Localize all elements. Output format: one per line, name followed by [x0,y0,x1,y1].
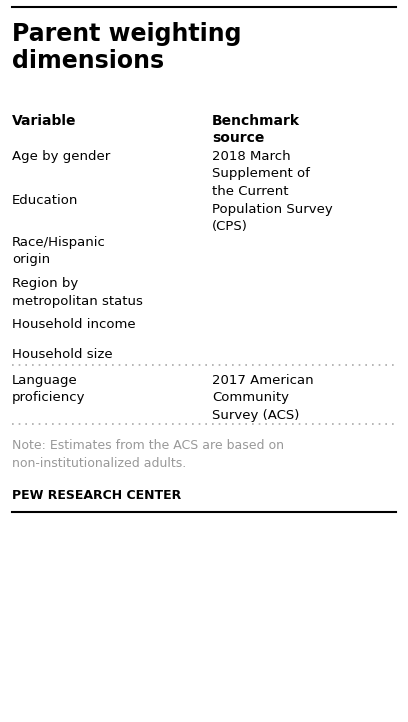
Text: PEW RESEARCH CENTER: PEW RESEARCH CENTER [12,489,182,502]
Text: Parent weighting
dimensions: Parent weighting dimensions [12,22,242,73]
Text: 2017 American
Community
Survey (ACS): 2017 American Community Survey (ACS) [212,374,314,422]
Text: 2018 March
Supplement of
the Current
Population Survey
(CPS): 2018 March Supplement of the Current Pop… [212,150,333,233]
Text: Language
proficiency: Language proficiency [12,374,86,404]
Text: Variable: Variable [12,114,77,128]
Text: Note: Estimates from the ACS are based on
non-institutionalized adults.: Note: Estimates from the ACS are based o… [12,439,284,470]
Text: Household income: Household income [12,318,136,331]
Text: Region by
metropolitan status: Region by metropolitan status [12,277,143,308]
Text: Household size: Household size [12,348,113,361]
Text: Race/Hispanic
origin: Race/Hispanic origin [12,236,106,266]
Text: Age by gender: Age by gender [12,150,111,163]
Text: Benchmark
source: Benchmark source [212,114,300,145]
Text: Education: Education [12,194,79,207]
